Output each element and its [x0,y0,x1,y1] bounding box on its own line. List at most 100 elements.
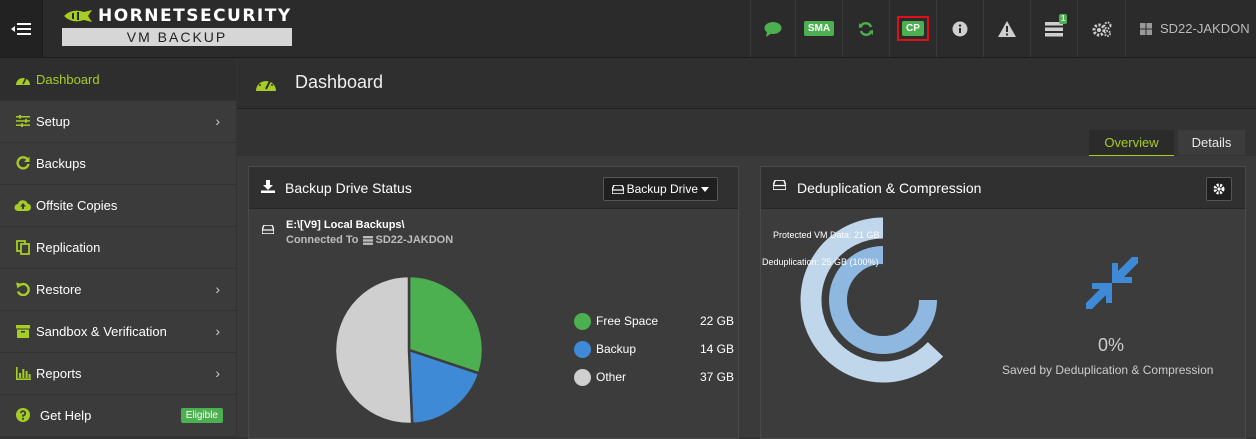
sidebar-item-label: Sandbox & Verification [36,323,167,339]
chevron-right-icon: › [215,365,220,381]
top-bar: HORNETSECURITY VM BACKUP SMA CP [0,0,1256,58]
hdd-icon [262,225,274,234]
dedup-panel: Deduplication & Compression Protected VM… [760,166,1246,439]
sidebar-item-label: Dashboard [36,71,100,87]
backup-drive-panel: Backup Drive Status Backup Drive E:\[V9]… [248,166,739,439]
tasks-count-badge: 1 [1059,14,1068,24]
chat-button[interactable] [750,0,795,57]
sidebar-item-label: Get Help [40,407,92,423]
tasks-button[interactable]: 1 [1030,0,1077,57]
menu-toggle-button[interactable] [0,0,43,57]
drive-usage-pie-chart [333,274,485,426]
legend-swatch [574,368,591,386]
dashboard-icon [256,77,276,91]
dedup-settings-button[interactable] [1206,177,1232,201]
sliders-icon [14,115,32,127]
legend-swatch [574,312,591,330]
ring-deduplication [829,246,937,354]
sidebar: Dashboard Setup › Backups Offsite Copies… [0,58,236,437]
drive-connection: Connected To SD22-JAKDON [286,234,453,246]
sidebar-item-reports[interactable]: Reports › [0,352,236,395]
warning-icon [998,20,1016,37]
legend-swatch [574,340,591,358]
legend-value: 14 GB [699,342,734,356]
tab-bar: Overview Details [237,109,1256,157]
sync-button[interactable] [842,0,889,57]
panel-title: Deduplication & Compression [797,180,982,196]
sidebar-item-label: Backups [36,155,86,171]
settings-button[interactable] [1077,0,1125,57]
pie-slice-backup[interactable] [407,348,481,426]
sidebar-item-label: Restore [36,281,82,297]
cp-button[interactable]: CP [889,0,936,57]
sidebar-item-backups[interactable]: Backups [0,142,236,185]
windows-icon [1140,22,1152,35]
saved-caption: Saved by Deduplication & Compression [1002,363,1214,377]
connected-prefix: Connected To [286,234,359,246]
ring-protected-vm-data [800,217,944,383]
dedup-data-label: Deduplication: 25 GB (100%) [762,257,879,267]
sidebar-item-label: Setup [36,113,70,129]
server-icon [362,235,373,245]
warning-button[interactable] [983,0,1030,57]
sidebar-item-offsite-copies[interactable]: Offsite Copies [0,184,236,227]
hdd-icon [773,180,786,190]
legend-value: 37 GB [699,370,734,384]
legend-item: Backup 14 GB [574,339,734,359]
legend-label: Free Space [596,314,659,328]
page-title: Dashboard [295,72,384,92]
drive-button-label: Backup Drive [626,182,698,196]
info-button[interactable] [936,0,983,57]
info-icon [952,21,968,36]
chevron-right-icon: › [215,113,220,129]
download-icon [261,180,275,193]
question-icon [14,408,32,422]
host-name: SD22-JAKDON [1160,21,1250,36]
panel-title: Backup Drive Status [285,180,412,196]
legend-value: 22 GB [699,314,734,328]
undo-icon [14,282,32,296]
bar-chart-icon [14,366,32,380]
archive-icon [14,324,32,338]
cloud-upload-icon [14,199,32,212]
brand-logo[interactable]: HORNETSECURITY VM BACKUP [62,6,292,46]
sidebar-item-get-help[interactable]: Get Help Eligible [0,394,236,437]
hornet-logo-icon [64,10,92,22]
sync-icon [859,21,873,36]
cp-highlight-frame: CP [897,16,929,41]
caret-down-icon [701,186,709,192]
chat-icon [764,21,782,37]
copy-icon [14,239,32,255]
eligible-badge: Eligible [180,407,223,423]
sidebar-item-label: Replication [36,239,101,255]
pie-slice-free-space[interactable] [407,274,485,376]
legend-label: Other [596,370,627,384]
sma-button[interactable]: SMA [795,0,842,57]
tab-overview[interactable]: Overview [1089,130,1174,157]
sidebar-item-dashboard[interactable]: Dashboard [0,58,236,101]
server-list-icon [1045,21,1063,36]
gear-icon [1213,183,1225,195]
sidebar-item-restore[interactable]: Restore › [0,268,236,311]
host-button[interactable]: SD22-JAKDON [1125,0,1256,57]
cogs-icon [1092,21,1111,37]
collapse-menu-icon [11,22,31,35]
protected-data-label: Protected VM Data: 21 GB [773,230,880,240]
panel-header: Backup Drive Status Backup Drive [249,167,738,209]
sidebar-item-sandbox-verification[interactable]: Sandbox & Verification › [0,310,236,353]
legend-item: Free Space 22 GB [574,311,734,331]
sidebar-item-setup[interactable]: Setup › [0,100,236,143]
tab-details[interactable]: Details [1178,130,1245,155]
dedup-ring-chart [800,217,944,383]
panel-header: Deduplication & Compression [761,167,1245,209]
pie-slice-other[interactable] [333,274,414,426]
sidebar-item-label: Offsite Copies [36,197,118,213]
sidebar-item-replication[interactable]: Replication [0,226,236,269]
dashboard-icon [14,72,32,86]
drive-path: E:\[V9] Local Backups\ [286,219,405,231]
connected-host: SD22-JAKDON [375,234,454,246]
legend-label: Backup [596,342,637,356]
compress-icon [1086,257,1138,309]
sma-label: SMA [803,21,835,36]
backup-drive-dropdown[interactable]: Backup Drive [602,177,718,201]
